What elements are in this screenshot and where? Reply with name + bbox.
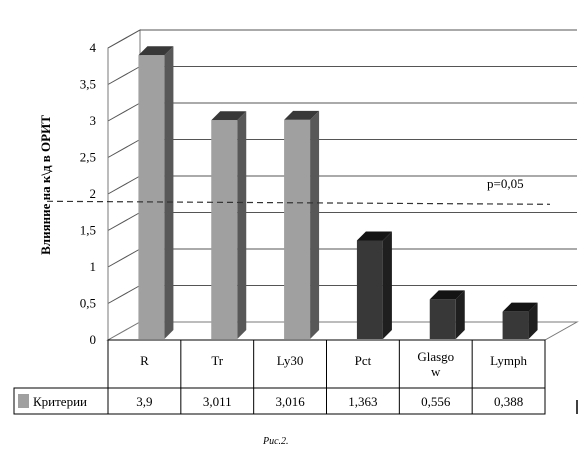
- bar-side: [528, 302, 538, 339]
- y-tick-label: 0,5: [80, 296, 96, 311]
- reference-dashed-line: [46, 200, 551, 205]
- category-label: Ly30: [277, 353, 304, 368]
- gridline-diagonal: [107, 212, 141, 231]
- table-value-row: [13, 387, 546, 415]
- bar-top: [429, 290, 465, 300]
- bar-tr: [211, 111, 247, 340]
- bar-side: [310, 110, 320, 339]
- y-tick-label: 1: [90, 259, 97, 274]
- gridline-diagonal: [107, 102, 141, 122]
- bar-top: [138, 46, 174, 56]
- category-label: Tr: [211, 353, 223, 368]
- bar-glasgow: [429, 290, 465, 339]
- category-label: Lymph: [490, 353, 527, 368]
- gridline-diagonal: [107, 66, 141, 85]
- category-label: R: [140, 353, 149, 368]
- data-label: 3,011: [203, 394, 232, 409]
- bar-r: [138, 46, 174, 340]
- bar-top: [211, 111, 247, 121]
- data-label: 1,363: [348, 394, 377, 409]
- bar-front: [356, 240, 383, 339]
- y-tick-label: 2,5: [80, 150, 96, 165]
- y-tick-label: 3,5: [80, 77, 96, 92]
- y-tick-label: 0: [90, 332, 97, 347]
- reference-line-label: p=0,05: [487, 176, 524, 191]
- bar-lymph: [502, 302, 538, 339]
- y-axis-ticks: 0 0,5 1 1,5 2 2,5 3 3,5 4: [80, 40, 97, 347]
- y-tick-label: 3: [90, 113, 97, 128]
- legend-label: Критерии: [33, 394, 87, 409]
- gridline-diagonal: [107, 29, 141, 49]
- bar-front: [138, 55, 165, 340]
- y-tick-label: 2: [90, 186, 97, 201]
- bar-front: [502, 311, 529, 339]
- y-tick-label: 1,5: [80, 223, 96, 238]
- data-table: Критерии R 3,9 Tr 3,011 Ly30 3,016 Pct 1,363 Glas…: [13, 339, 578, 415]
- gridline-diagonal: [107, 175, 141, 195]
- gridline-diagonal: [107, 248, 141, 268]
- gridline-diagonal: [107, 139, 141, 158]
- bar-side: [382, 231, 392, 339]
- data-label: 3,016: [275, 394, 305, 409]
- data-label: 0,388: [494, 394, 523, 409]
- gridline-diagonal: [107, 285, 141, 304]
- data-label: 3,9: [136, 394, 152, 409]
- bar-side: [164, 46, 174, 340]
- bar-side: [455, 290, 465, 339]
- category-label: Glasgo w: [417, 349, 454, 379]
- bar-pct: [356, 231, 392, 339]
- figure-caption: Рис.2.: [262, 436, 289, 447]
- y-tick-label: 4: [90, 40, 97, 55]
- category-label: Pct: [355, 353, 372, 368]
- bar-front: [284, 119, 311, 339]
- legend-swatch: [18, 394, 29, 408]
- data-label: 0,556: [421, 394, 451, 409]
- reference-line: [46, 200, 551, 205]
- bar-side: [237, 111, 247, 340]
- bars: [138, 46, 538, 340]
- bar-ly30: [284, 110, 320, 339]
- bar-front: [211, 120, 238, 340]
- bar-top: [284, 110, 320, 120]
- y-axis-label: Влияние на к\д в ОРИТ: [38, 115, 53, 255]
- bar-top: [502, 302, 538, 312]
- bar-front: [429, 299, 456, 339]
- bar-top: [356, 231, 392, 241]
